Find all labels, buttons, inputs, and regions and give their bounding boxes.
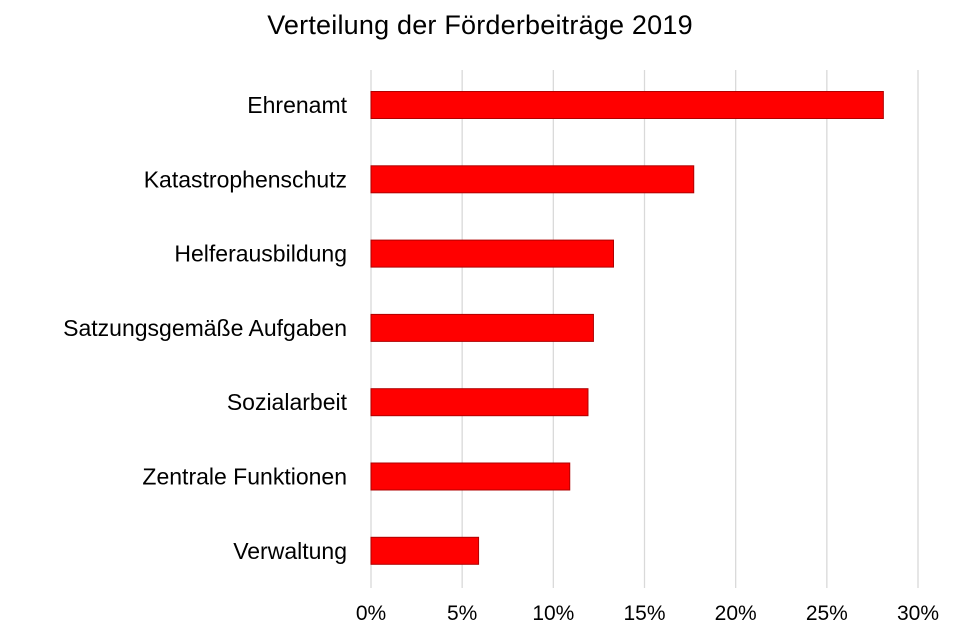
category-label: Helferausbildung bbox=[174, 241, 347, 267]
x-tick-label: 25% bbox=[806, 602, 848, 625]
bar bbox=[370, 313, 594, 342]
category-label: Satzungsgemäße Aufgaben bbox=[63, 315, 347, 341]
chart-title: Verteilung der Förderbeiträge 2019 bbox=[267, 10, 693, 40]
bar bbox=[370, 462, 571, 491]
category-labels: Ehrenamt Katastrophenschutz Helferausbildu… bbox=[63, 92, 347, 564]
x-tick-label: 15% bbox=[623, 602, 665, 625]
x-tick-label: 30% bbox=[897, 602, 939, 625]
bar bbox=[370, 388, 589, 417]
x-tick-label: 20% bbox=[715, 602, 757, 625]
bar bbox=[370, 239, 615, 268]
x-tick-label: 5% bbox=[447, 602, 477, 625]
category-label: Zentrale Funktionen bbox=[142, 464, 347, 490]
x-tick-labels: 0% 5% 10% 15% 20% 25% 30% bbox=[356, 602, 939, 625]
bar bbox=[370, 536, 480, 565]
bar bbox=[370, 165, 695, 194]
bar bbox=[370, 91, 884, 119]
x-tick-label: 0% bbox=[356, 602, 386, 625]
category-label: Katastrophenschutz bbox=[144, 166, 347, 192]
category-label: Verwaltung bbox=[233, 538, 347, 564]
category-label: Ehrenamt bbox=[247, 92, 347, 118]
category-label: Sozialarbeit bbox=[227, 389, 348, 415]
x-tick-label: 10% bbox=[532, 602, 574, 625]
bars bbox=[370, 91, 884, 565]
